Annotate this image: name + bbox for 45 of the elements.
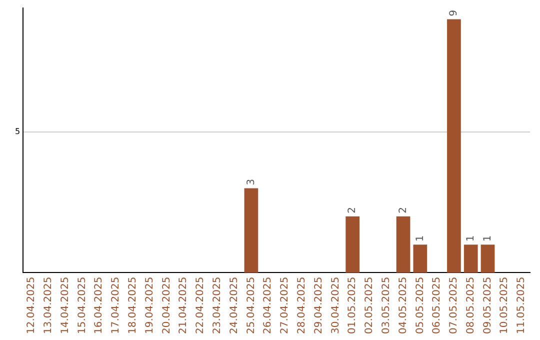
bar bbox=[464, 244, 478, 273]
x-tick-label: 02.05.2025 bbox=[364, 276, 376, 334]
x-tick-label: 14.04.2025 bbox=[60, 276, 71, 334]
x-tick-label: 19.04.2025 bbox=[144, 276, 156, 334]
x-tick-label: 12.04.2025 bbox=[26, 276, 38, 334]
data-label: 1 bbox=[465, 235, 476, 242]
x-tick-label: 10.05.2025 bbox=[499, 276, 510, 334]
x-tick-label: 11.05.2025 bbox=[516, 276, 528, 334]
x-tick-label: 25.04.2025 bbox=[246, 276, 257, 334]
data-label: 2 bbox=[347, 207, 358, 214]
x-tick-label: 01.05.2025 bbox=[347, 276, 358, 334]
bar bbox=[396, 216, 410, 273]
bar bbox=[346, 216, 360, 273]
x-tick-label: 06.05.2025 bbox=[432, 276, 443, 334]
x-tick-label: 20.04.2025 bbox=[161, 276, 172, 334]
bar bbox=[244, 188, 258, 273]
x-tick-label: 03.05.2025 bbox=[380, 276, 392, 334]
x-tick-label: 07.05.2025 bbox=[448, 276, 460, 334]
x-tick-label: 16.04.2025 bbox=[94, 276, 105, 334]
x-tick-label: 08.05.2025 bbox=[465, 276, 476, 334]
y-tick-label: 5 bbox=[14, 127, 20, 136]
x-tick-label: 24.04.2025 bbox=[228, 276, 240, 334]
data-label: 1 bbox=[482, 235, 494, 242]
x-tick-label: 21.04.2025 bbox=[178, 276, 190, 334]
bar bbox=[480, 244, 495, 273]
data-label: 1 bbox=[414, 235, 426, 242]
x-tick-label: 26.04.2025 bbox=[262, 276, 274, 334]
data-label: 3 bbox=[246, 178, 257, 186]
bar bbox=[413, 244, 428, 273]
x-tick-label: 29.04.2025 bbox=[313, 276, 324, 334]
bar bbox=[447, 19, 461, 273]
x-tick-label: 27.04.2025 bbox=[280, 276, 291, 334]
x-tick-label: 30.04.2025 bbox=[330, 276, 342, 334]
x-tick-label: 18.04.2025 bbox=[128, 276, 139, 334]
data-label: 2 bbox=[398, 207, 409, 214]
x-tick-label: 23.04.2025 bbox=[212, 276, 223, 334]
data-label: 9 bbox=[448, 10, 460, 16]
x-tick-label: 15.04.2025 bbox=[76, 276, 88, 334]
x-tick-label: 28.04.2025 bbox=[296, 276, 308, 334]
x-tick-label: 04.05.2025 bbox=[398, 276, 409, 334]
x-tick-label: 17.04.2025 bbox=[110, 276, 122, 334]
x-tick-label: 22.04.2025 bbox=[195, 276, 206, 334]
x-tick-label: 09.05.2025 bbox=[482, 276, 494, 334]
x-tick-label: 05.05.2025 bbox=[414, 276, 426, 334]
x-tick-label: 13.04.2025 bbox=[43, 276, 54, 334]
